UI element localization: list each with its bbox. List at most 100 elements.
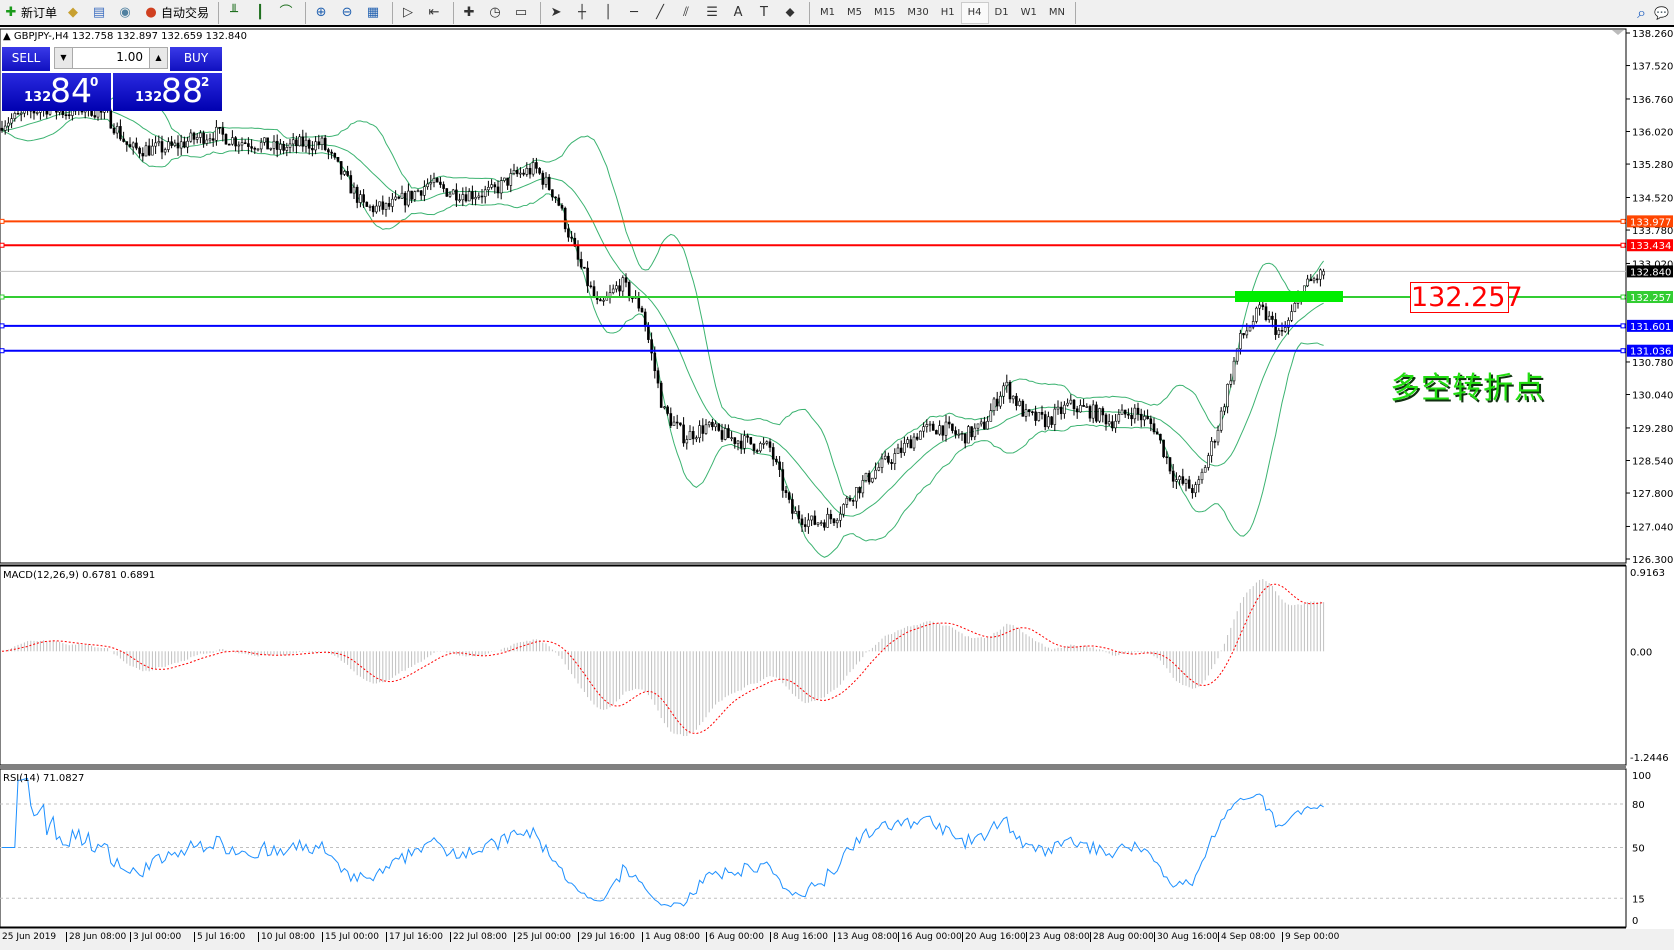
candle [138,146,141,158]
lot-decrease-icon[interactable]: ▼ [55,48,73,68]
bollinger-lower-band [1,117,1324,558]
candle-body [733,437,737,444]
chat-icon[interactable]: 💬 [1654,5,1669,20]
trendline-button[interactable]: ╱ [649,2,673,24]
candle-body [435,178,439,183]
lot-size-field[interactable]: ▼ 1.00 ▲ [54,47,168,69]
candle-body [528,168,532,175]
buy-button[interactable]: BUY [170,47,222,71]
toolbar-button-0[interactable]: ✚ 新订单 [0,2,60,24]
candle [912,433,916,452]
buy-price[interactable]: 132 88 2 [113,71,222,111]
timeframe-d1[interactable]: D1 [994,7,1009,18]
timeframe-mn[interactable]: MN [1048,7,1065,18]
candle-body [621,277,625,292]
candle [1258,300,1261,316]
timeframe-m15[interactable]: M15 [874,7,896,18]
candle-body [285,147,289,151]
candle-body [547,176,551,190]
candle [813,510,817,526]
indicators-button[interactable]: ✚ [458,2,482,24]
timeframe-h1[interactable]: H1 [940,7,955,18]
navigator-icon: ▤ [92,4,106,20]
toolbar-button-3[interactable]: ◉ [114,2,138,24]
candle-body [957,433,961,436]
candlestick-button[interactable]: ┃ [249,2,273,24]
candle-body [871,477,874,483]
candle-body [976,423,980,429]
toolbar-button-2[interactable]: ▤ [88,2,112,24]
collapse-triangle-icon[interactable]: ▲ [3,31,14,42]
candle-body [349,175,353,194]
candle [237,141,241,154]
search-icon[interactable]: ⌕ [1637,2,1647,22]
tile-windows-button[interactable]: ▦ [362,2,386,24]
fibonacci-button[interactable]: ☰ [701,2,725,24]
candle [653,346,657,379]
time-label: 28 Jun 08:00 [66,932,126,942]
candle [419,190,423,201]
candle [1168,457,1172,475]
timeframe-m5[interactable]: M5 [847,7,863,18]
candle [170,135,173,149]
lot-value[interactable]: 1.00 [116,50,143,64]
candle [445,188,449,197]
candle-body [1242,333,1245,336]
candle [1075,405,1079,419]
horizontal-line-button[interactable]: ─ [623,2,647,24]
timeframe-m30[interactable]: M30 [907,7,929,18]
candle-body [480,195,484,198]
timeframe-w1[interactable]: W1 [1020,7,1037,18]
arrows-button[interactable]: ⬥ [779,2,803,24]
candle [1005,374,1009,393]
candle-body [794,510,797,514]
turning-point-annotation[interactable]: 多空转折点 [1390,371,1545,406]
text-button[interactable]: A [727,2,751,24]
candle-body [810,515,813,521]
sell-price[interactable]: 132 84 0 [2,71,111,111]
crosshair-button[interactable]: ┼ [571,2,595,24]
timeframe-m1[interactable]: M1 [820,7,836,18]
text-label-button[interactable]: T [753,2,777,24]
level-price-label: 131.601 [1630,322,1671,333]
tile-windows-icon: ▦ [366,4,380,20]
candle [951,423,954,434]
chart-shift-button[interactable]: ⇤ [423,2,447,24]
auto-scroll-button[interactable]: ▷ [397,2,421,24]
cursor-icon: ➤ [550,4,562,20]
level-price-label[interactable]: 132.257 [1410,282,1523,313]
candle [1069,394,1073,405]
toolbar-separator [392,1,394,24]
candle [1079,399,1082,413]
candle [743,430,746,454]
candle [346,165,349,177]
templates-button[interactable]: ▭ [510,2,534,24]
toolbar-button-4[interactable]: ● 自动交易 [140,2,212,24]
zoom-out-button[interactable]: ⊖ [336,2,360,24]
candle [1306,274,1309,288]
candle-body [455,189,458,201]
bar-chart-button[interactable]: ╨ [223,2,247,24]
vertical-line-button[interactable]: │ [597,2,621,24]
candle [263,137,266,146]
candle [899,440,903,458]
candle-body [867,472,871,483]
candle [669,407,673,428]
equidistant-channel-button[interactable]: ⫽ [675,2,699,24]
candle-body [1136,407,1140,415]
candle [403,191,407,213]
timeframe-h4[interactable]: H4 [960,1,989,24]
sell-button[interactable]: SELL [2,47,50,71]
candle [1098,407,1101,423]
candle [519,167,522,178]
zoom-in-button[interactable]: ⊕ [310,2,334,24]
toolbar-button-1[interactable]: ◆ [62,2,86,24]
cursor-button[interactable]: ➤ [545,2,569,24]
periods-button[interactable]: ◷ [484,2,508,24]
candle-body [157,141,161,144]
candle [551,189,554,201]
line-chart-button[interactable]: ⌒ [275,2,299,24]
lot-increase-icon[interactable]: ▲ [149,48,167,68]
candle [1312,276,1316,284]
